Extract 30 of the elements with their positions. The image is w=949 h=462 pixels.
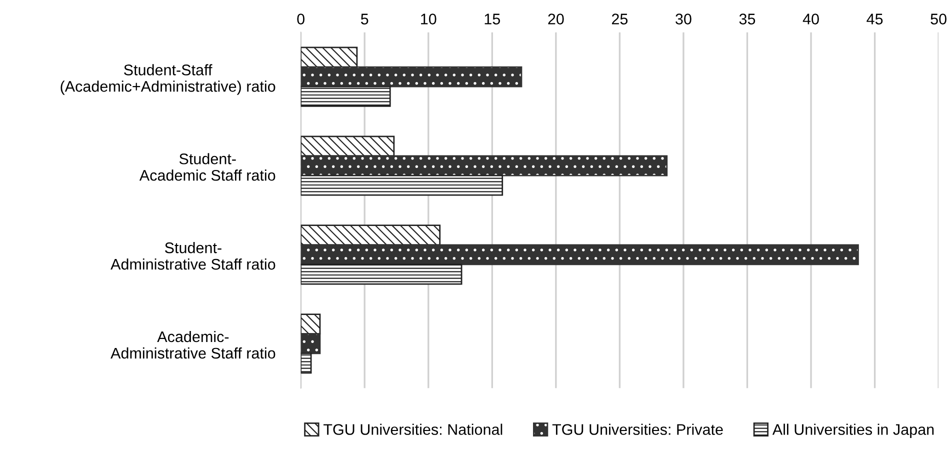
- x-tick-label: 35: [739, 14, 756, 24]
- bar: [300, 314, 321, 335]
- bar: [300, 66, 522, 88]
- x-tick-label: 15: [484, 14, 500, 24]
- y-tick-label: Student-Staff (Academic+Administrative) ratio: [60, 64, 276, 95]
- y-tick-label: Student- Administrative Staff ratio: [110, 242, 276, 270]
- x-tick-label: 0: [297, 14, 304, 24]
- bar: [300, 86, 391, 107]
- bar: [300, 224, 441, 246]
- bar: [300, 264, 462, 285]
- y-tick-label: Academic- Administrative Staff ratio: [110, 330, 276, 359]
- bar: [300, 174, 504, 196]
- x-tick-label: 25: [612, 14, 628, 24]
- y-tick-label: Student- Academic Staff ratio: [139, 153, 276, 181]
- x-tick-label: 20: [548, 14, 564, 24]
- legend-label: All Universities in Japan: [772, 424, 934, 438]
- legend-label: TGU Universities: National: [323, 424, 502, 435]
- bar: [300, 333, 321, 354]
- bar: [300, 136, 395, 157]
- x-tick-label: 40: [802, 14, 819, 24]
- legend-label: TGU Universities: Private: [552, 424, 723, 435]
- bar: [300, 352, 312, 374]
- bar: [300, 46, 358, 68]
- x-tick-label: 45: [866, 14, 883, 24]
- x-tick-label: 5: [360, 14, 368, 24]
- x-tick-label: 50: [930, 14, 946, 24]
- x-tick-label: 30: [676, 14, 692, 24]
- bar: [300, 155, 668, 176]
- bar: [300, 244, 859, 266]
- x-tick-label: 10: [421, 14, 436, 24]
